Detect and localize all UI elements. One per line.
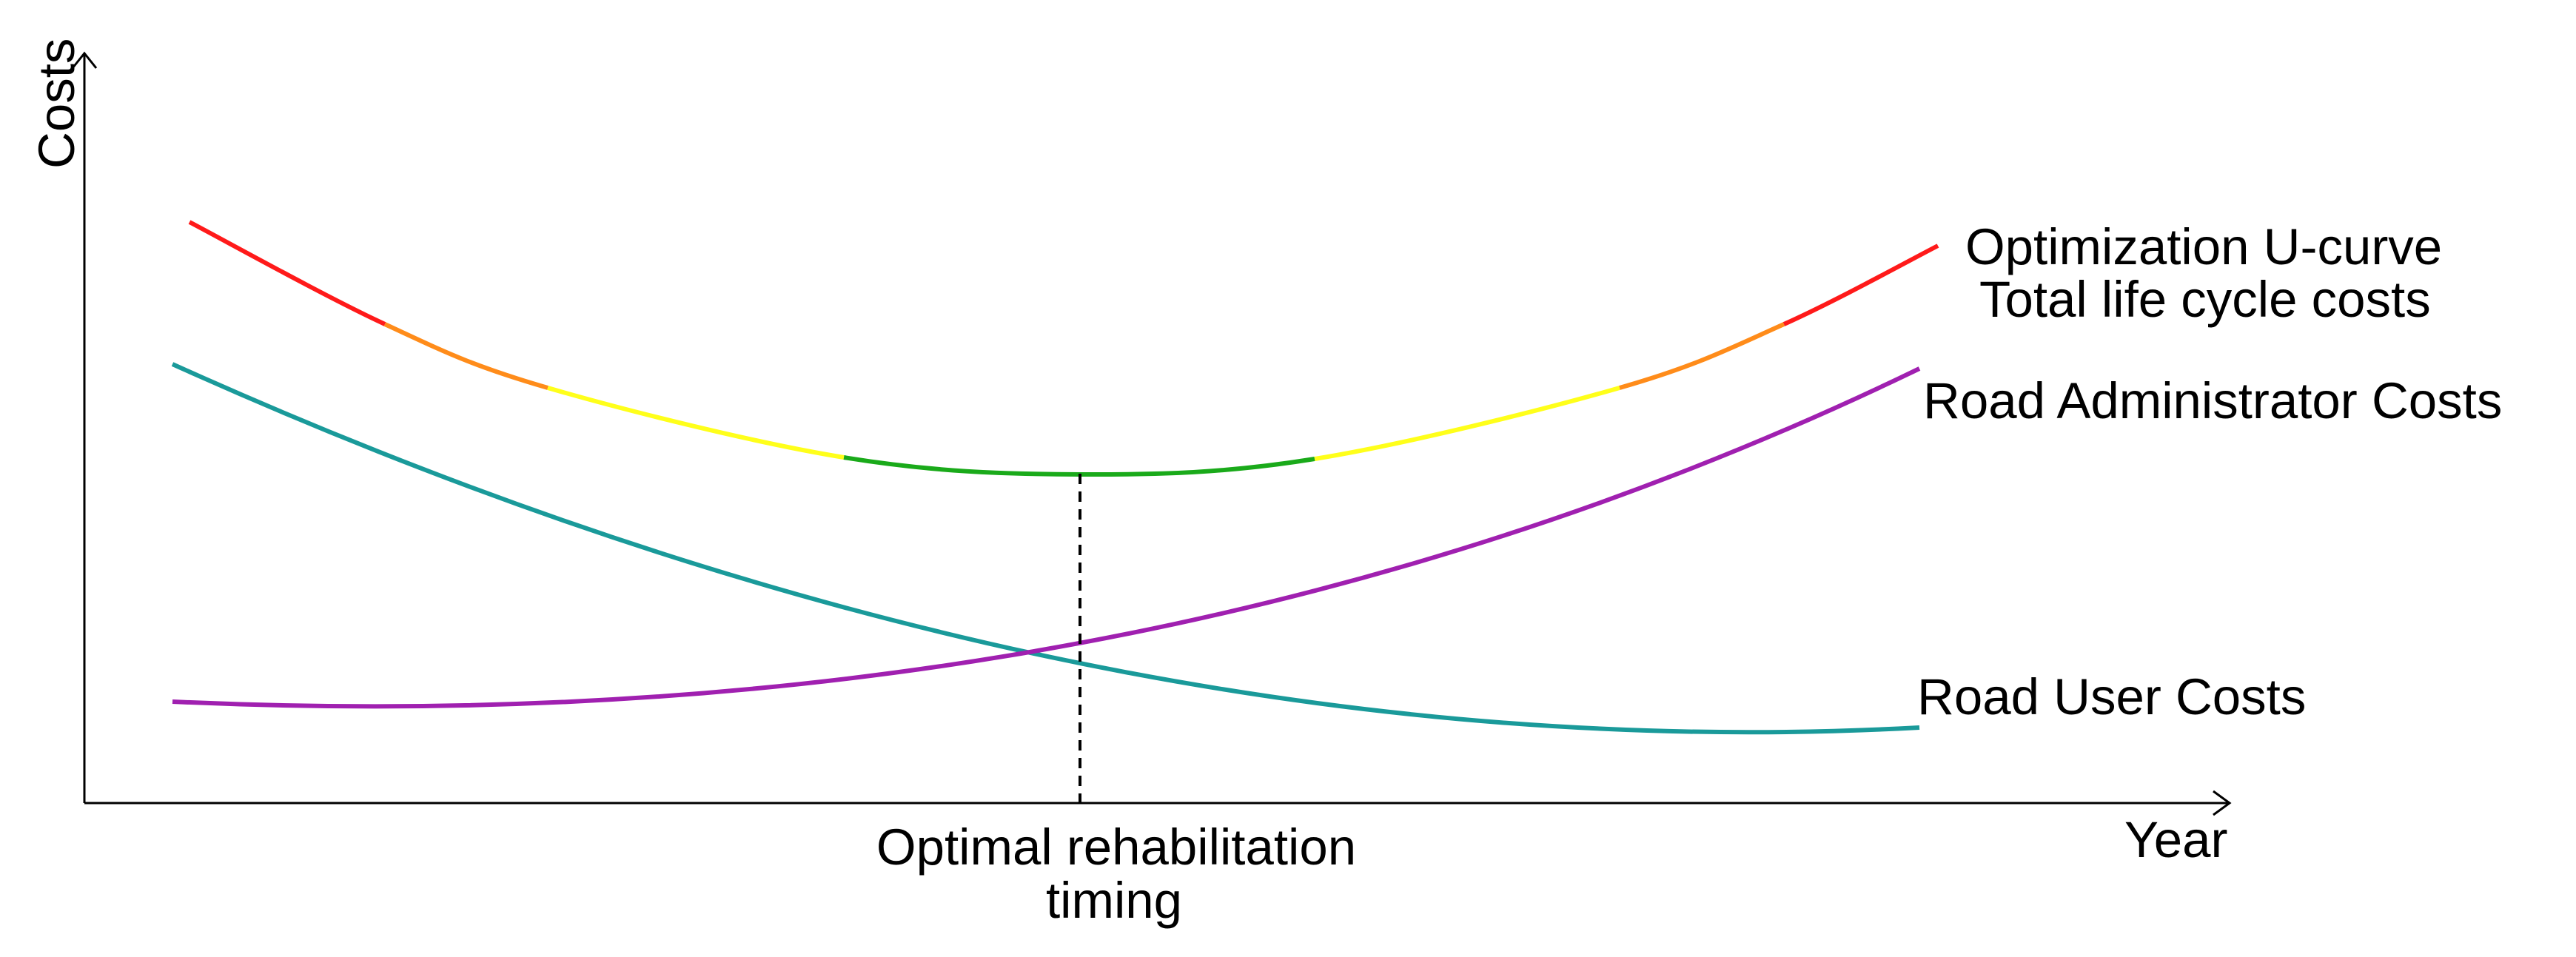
total-curve-label-line2: Total life cycle costs [1979,271,2431,328]
total-life-cycle-costs-curve [188,220,1939,477]
total-curve-label-line1: Optimization U-curve [1965,218,2442,275]
user-curve-label: Road User Costs [1917,668,2306,725]
y-axis-arrow [71,51,98,69]
total-curve-segment-2 [383,322,549,390]
total-curve-segment-5 [1314,386,1620,461]
admin-curve-label: Road Administrator Costs [1923,372,2502,429]
road-administrator-costs-curve [172,366,1921,709]
total-curve-segment-7 [1782,244,1939,326]
total-curve-segment-3 [547,386,845,460]
optimal-timing-label-line1: Optimal rehabilitation [876,819,1356,876]
y-axis-label: Costs [28,38,85,169]
total-curve-segment-1 [188,220,386,326]
x-axis-label: Year [2124,811,2227,868]
x-axis-arrow [2213,790,2232,816]
total-curve-segment-4 [843,455,1315,477]
total-curve-segment-6 [1619,322,1785,390]
road-user-costs-curve [171,362,1920,735]
optimal-timing-label-line2: timing [1046,872,1182,929]
